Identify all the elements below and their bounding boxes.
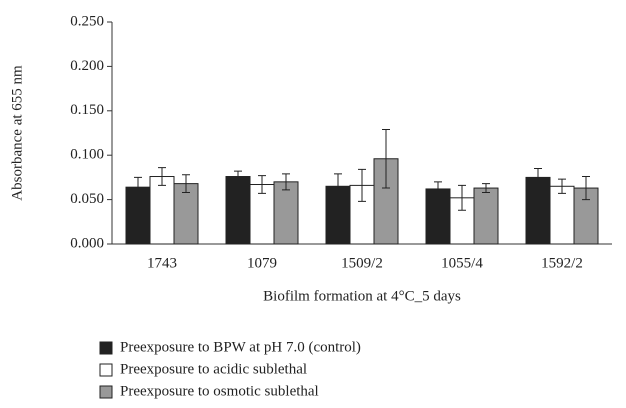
error-bar	[558, 178, 566, 194]
y-tick-label: 0.050	[70, 191, 104, 207]
error-bar	[234, 170, 242, 183]
bar	[549, 185, 575, 245]
error-bar	[358, 168, 366, 202]
y-tick-label: 0.150	[70, 102, 104, 118]
y-tick-label: 0.000	[70, 235, 104, 251]
legend-label: Preexposure to BPW at pH 7.0 (control)	[120, 339, 361, 355]
error-bar	[382, 128, 390, 189]
error-bar	[582, 176, 590, 201]
error-bar	[434, 181, 442, 197]
error-bar	[134, 176, 142, 198]
x-tick-label: 1055/4	[441, 255, 483, 271]
bar	[249, 184, 275, 245]
error-bar	[282, 173, 290, 191]
y-tick-label: 0.100	[70, 147, 104, 163]
bar	[473, 187, 499, 245]
legend-label: Preexposure to osmotic sublethal	[120, 383, 319, 399]
x-axis-label: Biofilm formation at 4°C_5 days	[263, 288, 461, 304]
legend-swatch	[99, 385, 113, 399]
bar	[149, 176, 175, 245]
error-bar	[534, 168, 542, 187]
error-bar	[258, 175, 266, 194]
error-bar	[458, 184, 466, 211]
error-bar	[334, 173, 342, 200]
x-tick-label: 1509/2	[341, 255, 383, 271]
x-tick-label: 1592/2	[541, 255, 583, 271]
x-tick-label: 1079	[247, 255, 277, 271]
legend-swatch	[99, 341, 113, 355]
bar	[225, 176, 251, 245]
error-bar	[482, 183, 490, 193]
bar	[525, 176, 551, 245]
bar	[173, 183, 199, 245]
y-tick-label: 0.250	[70, 13, 104, 29]
y-axis-label: Absorbance at 655 nm	[9, 65, 25, 201]
error-bar	[158, 167, 166, 186]
legend-swatch	[99, 363, 113, 377]
legend-label: Preexposure to acidic sublethal	[120, 361, 307, 377]
bar	[273, 181, 299, 245]
y-tick-label: 0.200	[70, 58, 104, 74]
error-bar	[182, 174, 190, 193]
x-tick-label: 1743	[147, 255, 177, 271]
bar	[425, 188, 451, 245]
